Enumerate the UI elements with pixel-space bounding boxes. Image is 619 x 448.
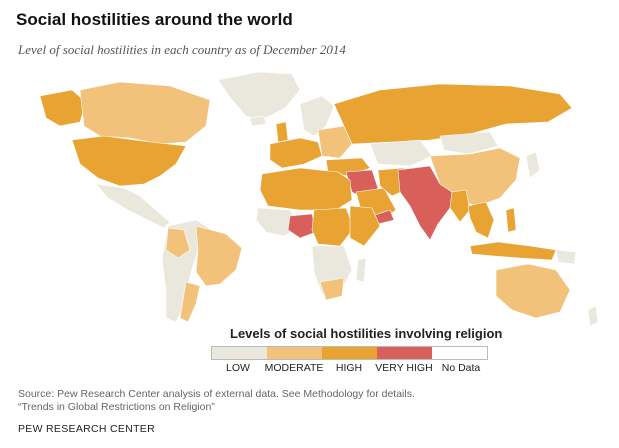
chart-title: Social hostilities around the world — [16, 10, 293, 29]
region-scandinavia — [299, 95, 335, 137]
legend-label-no-data: No Data — [441, 362, 481, 374]
source-line-1: Source: Pew Research Center analysis of … — [18, 388, 415, 400]
region-indonesia — [469, 241, 557, 261]
region-usa — [71, 135, 187, 187]
region-north-africa — [259, 167, 353, 211]
region-central-america — [95, 183, 171, 229]
region-myanmar — [449, 189, 471, 223]
legend-label-moderate: MODERATE — [264, 362, 324, 374]
region-nigeria — [287, 213, 317, 239]
region-argentina — [179, 281, 201, 323]
region-south-asia — [397, 165, 453, 241]
region-eastern-europe — [317, 125, 353, 159]
region-brazil — [195, 225, 243, 287]
legend-title: Levels of social hostilities involving r… — [230, 326, 503, 341]
region-australia — [495, 263, 571, 319]
legend-labels: LOW MODERATE HIGH VERY HIGH No Data — [211, 362, 491, 376]
region-philippines — [505, 207, 517, 233]
legend-swatch-very-high — [377, 347, 432, 359]
legend-swatch-high — [322, 347, 377, 359]
legend-label-low: LOW — [226, 362, 250, 374]
region-kazakhstan — [369, 139, 433, 167]
region-uk — [275, 121, 289, 143]
legend-swatch-moderate — [267, 347, 322, 359]
legend-label-very-high: VERY HIGH — [375, 362, 433, 374]
region-russia — [333, 83, 573, 145]
legend-swatch-no-data — [432, 347, 487, 359]
region-andes — [165, 227, 191, 259]
region-iceland — [249, 115, 267, 127]
region-papua — [555, 249, 577, 265]
region-greenland — [217, 71, 301, 121]
region-alaska — [39, 89, 87, 127]
region-mongolia — [439, 131, 499, 155]
region-south-africa — [319, 277, 345, 301]
chart-subtitle: Level of social hostilities in each coun… — [18, 42, 346, 57]
legend-color-bar — [211, 346, 488, 360]
legend-label-high: HIGH — [335, 362, 363, 374]
region-madagascar — [355, 257, 367, 283]
region-western-europe — [269, 137, 323, 169]
region-new-zealand — [587, 305, 599, 327]
region-central-africa — [311, 207, 355, 247]
world-map — [39, 71, 599, 327]
organization-credit: PEW RESEARCH CENTER — [18, 423, 155, 435]
source-line-2: “Trends in Global Restrictions on Religi… — [18, 401, 215, 413]
region-east-africa — [349, 205, 381, 247]
region-southeast-asia — [467, 201, 495, 239]
legend-swatch-low — [212, 347, 267, 359]
source-note: Source: Pew Research Center analysis of … — [18, 388, 415, 414]
region-japan — [525, 151, 541, 179]
region-canada — [79, 81, 211, 145]
